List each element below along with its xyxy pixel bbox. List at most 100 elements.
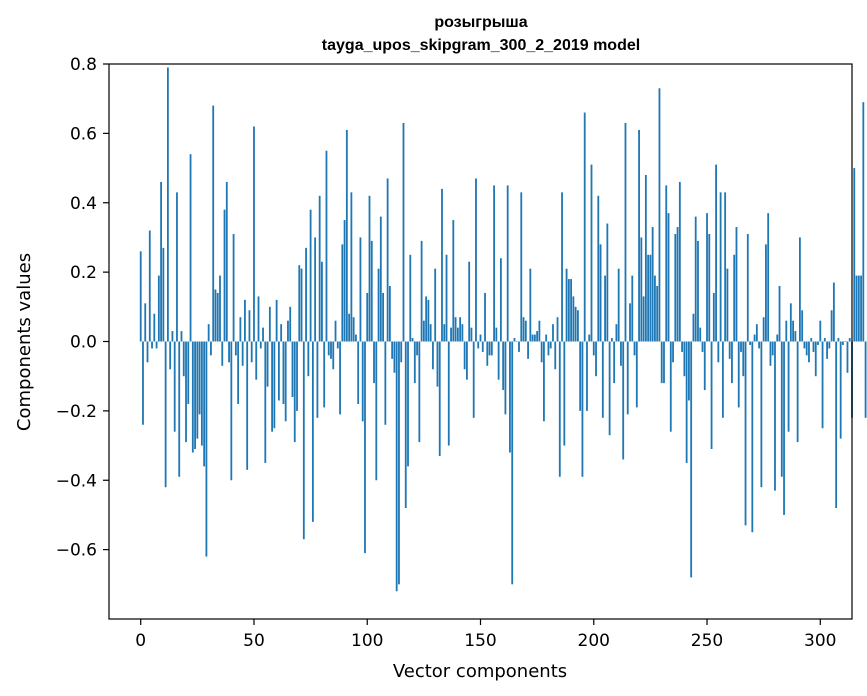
bar-44: [239, 317, 242, 342]
bar-199: [590, 164, 593, 342]
bar-142: [461, 324, 464, 342]
bar-192: [574, 306, 577, 342]
bar-13: [169, 341, 172, 370]
bar-244: [692, 313, 695, 342]
bar-266: [742, 341, 745, 377]
bar-170: [524, 320, 527, 342]
bar-237: [676, 227, 679, 342]
bar-103: [373, 341, 375, 384]
bar-271: [753, 334, 756, 342]
bar-58: [271, 341, 273, 432]
bar-138: [452, 220, 455, 342]
bar-258: [724, 192, 727, 342]
bar-29: [205, 341, 208, 557]
bar-287: [789, 303, 792, 342]
bar-265: [740, 341, 742, 352]
bar-116: [402, 122, 405, 342]
bar-125: [422, 320, 425, 342]
bar-23: [191, 341, 194, 453]
bar-7: [155, 341, 158, 349]
bar-300: [819, 320, 822, 342]
bar-201: [595, 341, 597, 377]
bar-145: [468, 261, 471, 342]
bar-147: [472, 341, 475, 418]
bar-95: [355, 334, 357, 342]
bar-39: [228, 341, 230, 363]
bar-85: [332, 341, 335, 370]
bar-272: [755, 324, 758, 342]
bar-318: [860, 275, 862, 342]
bar-298: [814, 341, 817, 377]
bar-261: [731, 341, 733, 384]
bar-171: [527, 341, 529, 359]
bar-72: [302, 341, 305, 540]
bar-220: [638, 129, 640, 342]
bar-60: [275, 299, 278, 342]
bar-188: [565, 268, 568, 342]
bar-31: [210, 341, 212, 356]
bar-163: [509, 341, 511, 453]
bar-119: [409, 254, 412, 342]
bar-229: [658, 88, 661, 342]
bar-47: [246, 341, 249, 470]
bar-307: [835, 341, 838, 508]
bar-305: [830, 310, 833, 342]
bar-291: [798, 237, 801, 342]
bar-123: [418, 341, 421, 443]
bar-11: [164, 341, 167, 488]
bar-133: [441, 188, 443, 342]
y-tick-label: 0.2: [70, 263, 97, 283]
bar-247: [699, 327, 702, 342]
bar-120: [411, 338, 414, 342]
bar-56: [266, 341, 269, 387]
bar-106: [379, 216, 382, 342]
bar-79: [318, 195, 321, 342]
bar-78: [316, 341, 319, 418]
bar-178: [543, 341, 545, 422]
bar-235: [672, 341, 674, 363]
bar-144: [466, 341, 468, 380]
x-axis-label: Vector components: [393, 661, 567, 682]
bar-109: [386, 178, 389, 342]
bar-65: [287, 320, 289, 342]
bar-308: [837, 338, 840, 342]
bar-26: [198, 341, 201, 415]
bar-146: [470, 327, 473, 342]
bar-179: [545, 334, 548, 342]
bar-33: [214, 289, 217, 342]
bar-281: [776, 334, 779, 342]
bar-127: [427, 299, 430, 342]
bar-129: [432, 341, 434, 370]
x-tick-label: 0: [135, 631, 146, 651]
x-axis: 0 50 100 150 200 250 300: [135, 619, 837, 651]
bar-151: [481, 341, 484, 352]
bar-312: [846, 341, 849, 373]
bar-131: [436, 341, 439, 387]
bar-183: [554, 341, 557, 370]
bar-212: [620, 341, 622, 366]
bar-214: [624, 122, 627, 342]
bar-211: [617, 268, 620, 342]
bar-100: [366, 292, 369, 342]
bar-195: [581, 341, 584, 477]
bar-202: [597, 195, 600, 342]
bar-242: [688, 341, 690, 401]
y-tick-label: 0.0: [70, 333, 97, 353]
bar-210: [615, 324, 618, 342]
bar-108: [384, 341, 387, 425]
bar-28: [203, 341, 206, 467]
bar-253: [712, 292, 715, 342]
bar-316: [855, 275, 858, 342]
bar-193: [577, 310, 579, 342]
bar-86: [334, 320, 337, 342]
x-tick-label: 100: [351, 631, 383, 651]
bar-256: [719, 192, 722, 342]
bar-191: [572, 296, 575, 342]
bar-198: [588, 334, 591, 342]
bar-182: [552, 324, 554, 342]
bar-250: [706, 213, 708, 342]
bar-21: [187, 341, 190, 404]
bar-124: [420, 240, 423, 342]
bar-46: [244, 299, 246, 342]
bar-172: [529, 268, 532, 342]
